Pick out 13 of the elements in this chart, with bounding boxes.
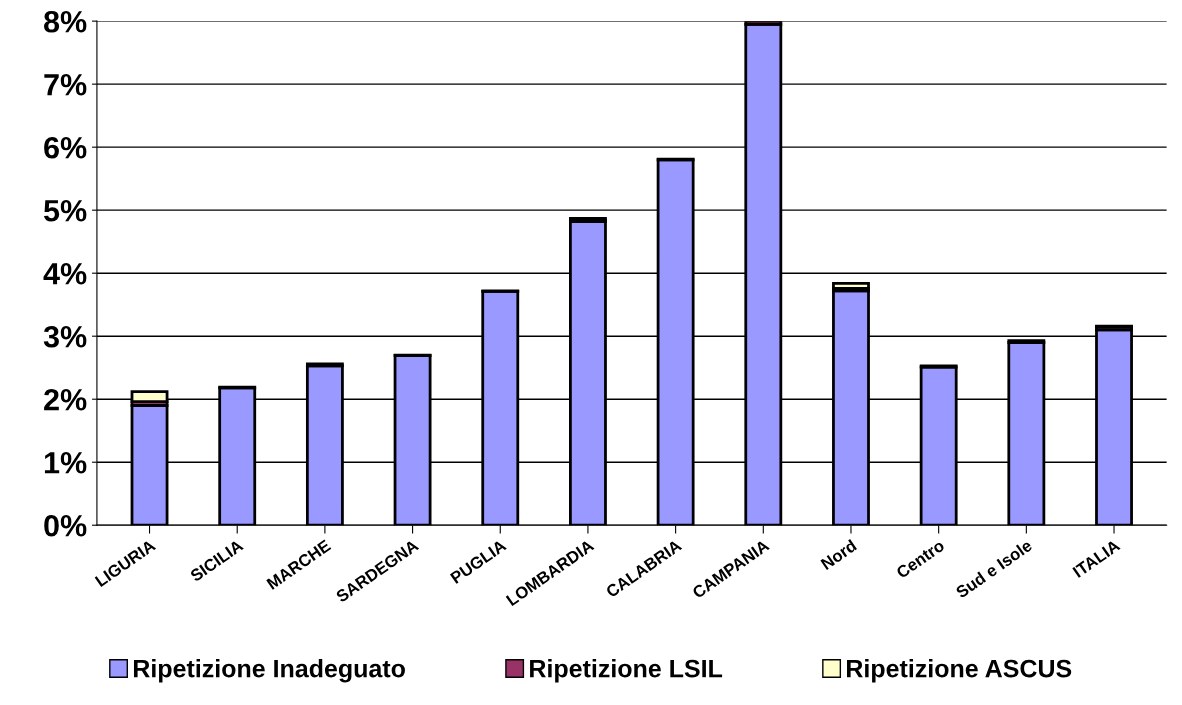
legend-label: Ripetizione Inadeguato	[133, 659, 405, 683]
y-tick-label: 3%	[43, 325, 87, 348]
y-tick-label: 1%	[44, 452, 87, 474]
y-tick-label: 4%	[43, 263, 87, 285]
legend-label: Ripetizione LSIL	[530, 659, 723, 683]
x-tick-label: Sud e Isole	[954, 538, 1033, 599]
y-tick-label: 0%	[44, 514, 87, 537]
y-tick-label: 5%	[43, 199, 87, 222]
y-tick-label: 6%	[44, 136, 87, 159]
y-tick-label: 8%	[44, 10, 87, 33]
y-tick-label: 2%	[44, 388, 87, 411]
legend-label: Ripetizione ASCUS	[847, 659, 1072, 683]
y-tick-label: 7%	[44, 73, 87, 96]
